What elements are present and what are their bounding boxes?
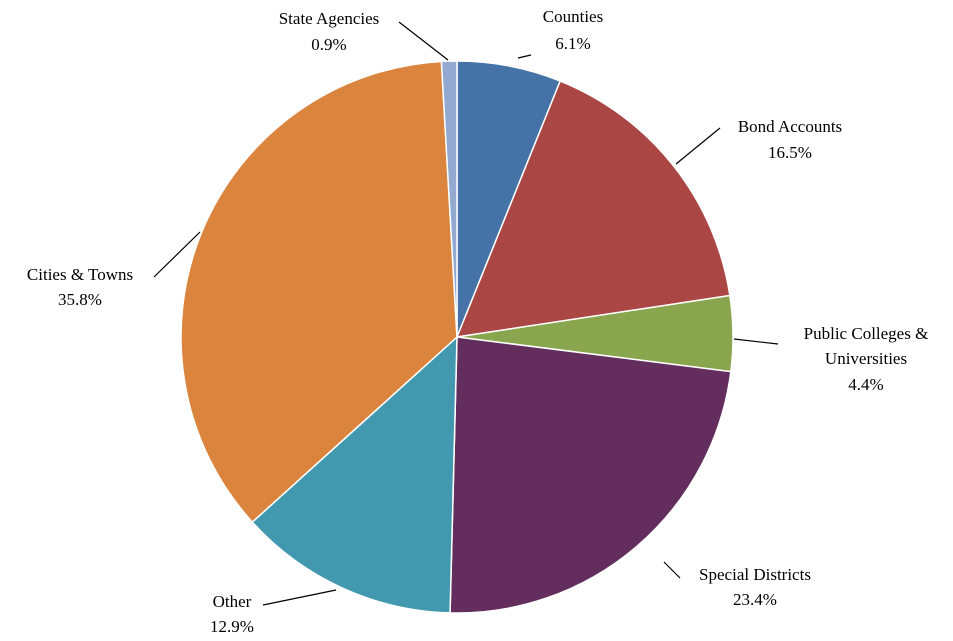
slice-name-label: Bond Accounts: [738, 117, 842, 136]
slice-name-label: Public Colleges & Universities: [804, 324, 929, 368]
slice-percent-label: 35.8%: [58, 290, 102, 309]
data-labels: Counties 6.1% Bond Accounts 16.5% Public Col…: [27, 7, 928, 636]
slice-percent-label: 12.9%: [210, 617, 254, 636]
pie-slice-bond-accounts: [455, 80, 731, 338]
pie-slice-other: [251, 335, 458, 614]
leader-line: [262, 589, 337, 606]
slice-percent-label: 23.4%: [733, 590, 777, 609]
slice-percent-label: 4.4%: [848, 375, 883, 394]
pie-slice-cities-towns: [180, 60, 458, 524]
slice-percent-label: 0.9%: [311, 35, 346, 54]
leader-line: [675, 127, 721, 165]
leader-line: [517, 54, 532, 59]
slice-name-label: Cities & Towns: [27, 265, 133, 284]
slice-name-label: Special Districts: [699, 565, 811, 584]
leader-line: [733, 338, 779, 345]
pie-slice-state-agencies: [440, 60, 458, 338]
leader-line: [663, 561, 681, 579]
slice-name-label: State Agencies: [279, 9, 380, 28]
slice-name-label: Counties: [543, 7, 603, 26]
pie-slice-special-districts: [449, 336, 732, 614]
slice-percent-label: 16.5%: [768, 143, 812, 162]
slice-percent-label: 6.1%: [555, 34, 590, 53]
leader-line: [398, 21, 449, 61]
slice-name-label: Other: [213, 592, 252, 611]
leader-line: [153, 231, 201, 278]
leader-lines: [153, 21, 779, 606]
pie-slices: [180, 60, 734, 614]
